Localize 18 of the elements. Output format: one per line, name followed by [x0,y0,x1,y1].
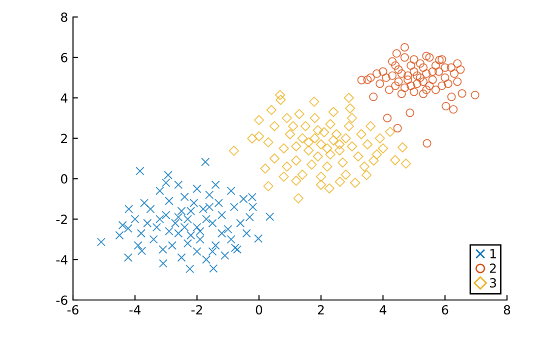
x-tick-label: 2 [318,305,324,314]
y-tick-label: 8 [61,12,68,22]
y-tick-label: -6 [56,295,68,305]
x-tick-label: 4 [380,305,386,314]
y-tick-label: 4 [60,93,68,103]
x-tick-label: -2 [191,305,202,314]
y-tick-label: -2 [56,214,67,224]
x-tick-label: 0 [256,305,262,315]
legend-label: 2 [490,264,496,273]
x-tick-label: 6 [442,305,448,315]
y-tick-label: 0 [61,174,68,184]
x-tick-label: -4 [129,305,141,314]
y-tick-label: -4 [56,255,68,264]
y-tick-label: 2 [61,134,67,144]
y-tick-label: 6 [61,52,68,62]
legend-label: 1 [490,249,496,258]
x-tick-label: 8 [504,305,510,315]
legend-label: 3 [490,278,496,288]
